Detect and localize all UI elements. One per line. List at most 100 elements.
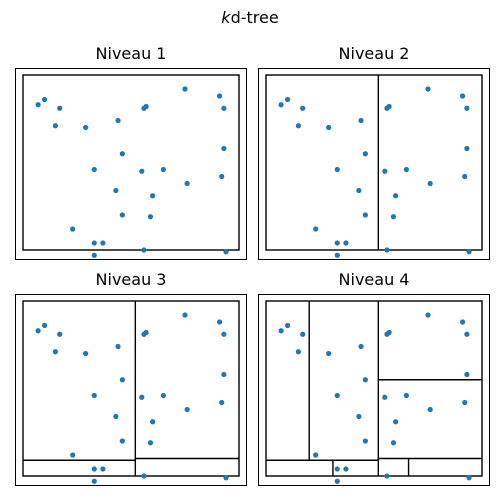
data-point [113,413,119,420]
data-point [57,331,63,337]
axes-frame [258,294,490,486]
data-point [334,466,340,472]
data-point [278,102,284,108]
data-point [343,240,349,246]
data-point [459,319,466,325]
data-point [464,371,470,378]
data-point [278,328,284,334]
data-point [221,371,227,378]
kd-tree-plot [15,294,247,486]
data-point [221,145,227,152]
figure-title-italic: k [221,8,231,27]
data-point [57,105,63,111]
root-cell [265,74,483,251]
data-point [295,349,301,355]
data-point [466,475,472,481]
data-point [382,394,388,400]
data-point [42,322,48,329]
data-point [100,240,106,246]
kd-tree-plot [15,68,247,260]
data-point [143,329,149,336]
data-point [119,438,125,444]
data-point [382,168,388,174]
data-point [83,124,89,131]
data-point [326,124,332,131]
data-point [403,392,409,399]
data-point [300,331,306,337]
data-point [35,102,41,108]
data-point [219,399,225,406]
data-point [221,105,227,111]
data-point [35,328,41,334]
panel-niveau-2: Niveau 2 [258,44,490,276]
data-point [334,166,340,173]
data-point [143,103,149,110]
panel-title: Niveau 3 [95,270,167,289]
data-point [182,86,188,92]
data-point [184,180,190,187]
root-cell [22,74,240,251]
panel-title: Niveau 1 [95,44,167,63]
data-point [462,173,468,180]
data-point [362,438,368,444]
data-point [70,452,76,458]
data-point [362,377,368,383]
data-point [356,187,362,194]
data-point [115,343,121,350]
data-point [393,193,399,199]
data-point [285,322,291,329]
data-point [462,399,468,406]
data-point [300,105,306,111]
data-point [326,350,332,357]
data-point [223,249,229,255]
data-point [334,252,340,258]
data-point [42,96,48,103]
data-point [115,117,121,124]
data-point [362,212,368,218]
data-point [362,151,368,157]
data-point [119,151,125,157]
axes-frame [15,68,247,260]
data-point [390,214,397,220]
panel-title: Niveau 2 [338,44,410,63]
data-point [386,329,392,336]
kd-tree-plot [258,294,490,486]
data-point [52,123,59,129]
data-point [91,478,97,484]
data-point [139,168,145,174]
data-point [393,419,399,425]
data-point [52,349,59,355]
data-point [147,214,154,220]
data-point [219,173,225,180]
data-point [150,419,156,425]
data-point [160,392,166,399]
data-point [313,226,319,232]
figure-title-rest: d-tree [230,8,279,27]
panel-title: Niveau 4 [338,270,410,289]
data-point [358,343,364,350]
panel-niveau-1: Niveau 1 [15,44,247,276]
data-point [464,145,470,152]
data-point [119,377,125,383]
data-point [464,331,470,337]
data-point [285,96,291,103]
data-point [343,466,349,472]
data-point [119,212,125,218]
data-point [356,413,362,420]
data-point [83,350,89,357]
data-point [466,249,472,255]
kd-tree-plot [258,68,490,260]
data-point [403,166,409,173]
panel-niveau-4: Niveau 4 [258,270,490,502]
data-point [147,440,154,446]
data-point [313,452,319,458]
data-point [216,93,223,99]
figure-title: kd-tree [0,8,500,27]
data-point [358,117,364,124]
data-point [425,86,431,92]
data-point [223,475,229,481]
data-point [160,166,166,173]
root-cell [22,300,240,477]
data-point [141,473,147,479]
data-point [427,180,433,187]
